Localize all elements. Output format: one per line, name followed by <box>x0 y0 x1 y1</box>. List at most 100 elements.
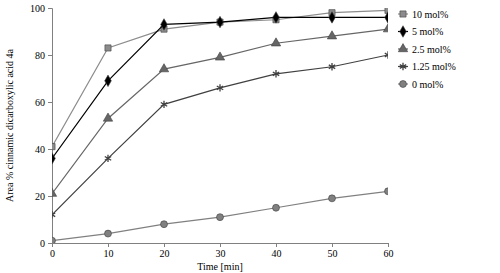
legend-marker <box>400 63 406 70</box>
marker <box>52 211 55 218</box>
tick-label: 100 <box>30 3 45 14</box>
legend-label: 2.5 mol% <box>412 44 451 55</box>
tick-mark <box>48 55 52 56</box>
tick-label: 60 <box>35 97 45 108</box>
legend-item: 0 mol% <box>398 79 443 90</box>
marker <box>105 155 111 162</box>
legend: 10 mol% 5 mol% 2.5 mol% 1.25 mol% 0 mol% <box>398 9 456 90</box>
marker <box>105 75 112 86</box>
marker <box>161 19 168 30</box>
marker <box>159 64 168 72</box>
tick-label: 20 <box>160 248 170 259</box>
marker <box>217 16 224 27</box>
marker <box>52 144 55 150</box>
marker <box>383 24 388 32</box>
series <box>52 51 388 218</box>
chart: 0 10 20 30 40 50 60 0 20 40 60 80 100 Time [min] Area … <box>0 0 500 273</box>
legend-item: 2.5 mol% <box>398 44 451 55</box>
marker <box>385 12 388 23</box>
marker <box>327 31 336 39</box>
tick-mark <box>108 243 109 247</box>
tick: 50 <box>328 243 338 259</box>
legend-marker <box>398 44 407 52</box>
tick-label: 20 <box>35 191 45 202</box>
line <box>52 29 388 194</box>
legend-item: 5 mol% <box>398 26 443 37</box>
series <box>52 188 388 243</box>
legend-label: 5 mol% <box>412 26 443 37</box>
marker <box>161 101 167 108</box>
series <box>52 12 388 164</box>
tick: 0 <box>40 238 52 249</box>
legend-label: 10 mol% <box>412 9 448 20</box>
marker <box>52 237 55 243</box>
tick-label: 40 <box>272 248 282 259</box>
tick-label: 0 <box>50 248 55 259</box>
tick: 40 <box>35 144 52 155</box>
tick: 0 <box>50 243 55 259</box>
line <box>52 17 388 158</box>
tick-mark <box>388 243 389 247</box>
marker <box>329 12 336 23</box>
tick-mark <box>276 243 277 247</box>
marker <box>105 230 112 237</box>
tick-mark <box>48 196 52 197</box>
tick-mark <box>48 243 52 244</box>
marker <box>329 63 335 70</box>
tick-mark <box>48 8 52 9</box>
tick-mark <box>332 243 333 247</box>
marker <box>52 153 55 164</box>
tick-mark <box>48 102 52 103</box>
legend-label: 1.25 mol% <box>412 61 456 72</box>
marker <box>161 221 168 228</box>
marker <box>103 113 112 121</box>
tick-mark <box>164 243 165 247</box>
tick-label: 40 <box>35 144 45 155</box>
legend-marker <box>400 81 407 88</box>
tick-label: 10 <box>104 248 114 259</box>
marker <box>385 51 388 58</box>
tick: 10 <box>104 243 114 259</box>
marker <box>217 214 224 221</box>
tick-mark <box>220 243 221 247</box>
legend-label: 0 mol% <box>412 79 443 90</box>
tick: 60 <box>384 243 394 259</box>
tick-label: 30 <box>216 248 226 259</box>
marker <box>385 188 388 195</box>
marker <box>105 45 111 51</box>
marker <box>217 84 223 91</box>
tick: 40 <box>272 243 282 259</box>
tick: 100 <box>30 3 52 14</box>
x-axis: 0 10 20 30 40 50 60 <box>50 243 394 259</box>
tick-label: 80 <box>35 50 45 61</box>
tick-label: 50 <box>328 248 338 259</box>
marker <box>273 204 280 211</box>
tick: 80 <box>35 50 52 61</box>
tick: 60 <box>35 97 52 108</box>
marker <box>273 70 279 77</box>
tick: 30 <box>216 243 226 259</box>
plot: 0 10 20 30 40 50 60 0 20 40 60 80 100 <box>30 3 394 259</box>
legend-marker <box>400 11 406 17</box>
axis-line <box>53 244 389 248</box>
series <box>52 8 388 150</box>
tick: 20 <box>160 243 170 259</box>
legend-marker <box>400 26 407 37</box>
marker <box>329 195 336 202</box>
tick-label: 0 <box>40 238 45 249</box>
y-axis-title: Area % cinnamic dicarboxylic acid 4a <box>4 48 15 202</box>
legend-item: 1.25 mol% <box>398 61 456 72</box>
axis-line <box>48 9 53 244</box>
marker <box>215 52 224 60</box>
marker <box>273 12 280 23</box>
marker <box>271 38 280 46</box>
legend-item: 10 mol% <box>398 9 448 20</box>
series <box>52 24 388 197</box>
x-axis-title: Time [min] <box>197 261 242 272</box>
marker <box>52 188 57 196</box>
marks <box>52 8 388 243</box>
tick-label: 60 <box>384 248 394 259</box>
y-axis: 0 20 40 60 80 100 <box>30 3 53 249</box>
line <box>52 55 388 215</box>
line <box>52 191 388 240</box>
